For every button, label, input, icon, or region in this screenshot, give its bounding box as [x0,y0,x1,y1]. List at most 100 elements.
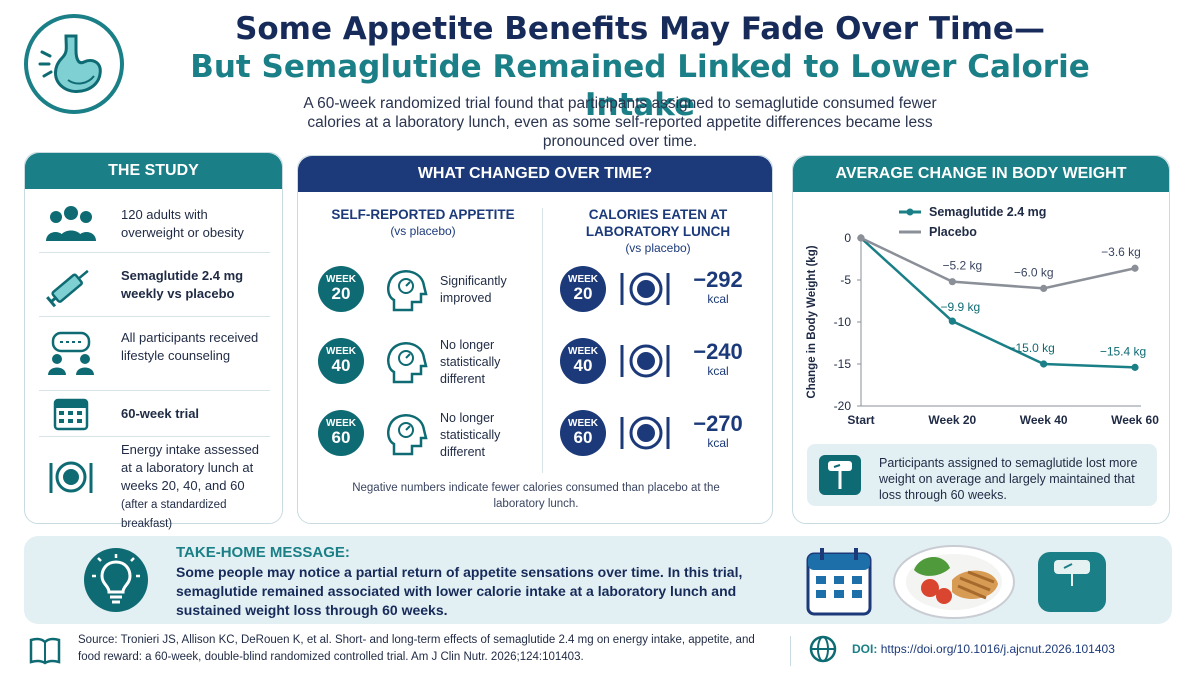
study-item-note: (after a standardized breakfast) [121,499,227,530]
page-title: Some Appetite Benefits May Fade Over Tim… [140,10,1140,124]
doi-link[interactable]: https://doi.org/10.1016/j.ajcnut.2026.10… [880,642,1115,656]
week-number: 40 [573,356,593,375]
column-divider [542,208,543,473]
week-number: 60 [573,428,593,447]
kcal-unit: kcal [707,364,729,378]
x-tick-label: Week 60 [1111,413,1159,427]
data-label: −3.6 kg [1101,245,1141,259]
kcal-value: −240 [693,339,743,364]
takehome-body: Some people may notice a partial return … [176,564,743,618]
syringe-icon [45,261,97,314]
week-label: WEEK [326,274,356,285]
plate-icon [45,459,97,500]
series-line [860,236,1136,290]
calendar-icon [804,546,874,623]
series-line [860,237,1136,369]
weight-callout: Participants assigned to semaglutide los… [807,444,1157,506]
y-tick-label: -15 [834,357,852,371]
study-item-text: Semaglutide 2.4 mg weekly vs placebo [121,268,244,301]
week-number: 40 [331,356,351,375]
takehome-banner: TAKE-HOME MESSAGE: Some people may notic… [24,536,1172,624]
data-label: −5.2 kg [942,259,982,273]
study-item: Energy intake assessed at a laboratory l… [39,437,270,530]
data-point [1040,284,1048,292]
calorie-difference: −270 kcal [682,411,754,451]
study-item: Semaglutide 2.4 mg weekly vs placebo [39,253,270,317]
week-badge: WEEK 20 [318,266,364,312]
counseling-icon [45,331,97,380]
week-badge: WEEK 40 [318,338,364,384]
appetite-column-head: SELF-REPORTED APPETITE (vs placebo) [318,206,528,240]
study-item: 120 adults with overweight or obesity [39,193,270,253]
takehome-title: TAKE-HOME MESSAGE: [176,544,350,561]
week-badge: WEEK 40 [560,338,606,384]
study-item-text: 120 adults with overweight or obesity [121,207,244,240]
y-tick-label: -20 [834,399,852,413]
footnote: Negative numbers indicate fewer calories… [352,482,720,510]
book-icon [28,634,62,671]
week-number: 20 [573,284,593,303]
data-point [948,278,956,286]
kcal-unit: kcal [707,292,729,306]
appetite-result: No longer statistically different [440,411,501,459]
study-item-text: All participants received lifestyle coun… [121,330,259,363]
data-point [857,234,865,242]
week-number: 60 [331,428,351,447]
week-label: WEEK [568,418,598,429]
calories-column-head: CALORIES EATEN AT LABORATORY LUNCH (vs p… [560,206,756,257]
data-point [1131,264,1139,272]
data-label: −15.4 kg [1100,344,1146,358]
title-line-1: Some Appetite Benefits May Fade Over Tim… [235,11,1045,47]
study-item: All participants received lifestyle coun… [39,317,270,391]
changes-panel: WHAT CHANGED OVER TIME? SELF-REPORTED AP… [297,155,773,524]
changes-title: WHAT CHANGED OVER TIME? [298,156,772,192]
head-gauge-icon [384,410,428,461]
callout-text: Participants assigned to semaglutide los… [879,456,1138,502]
scale-icon [1034,546,1110,621]
kcal-value: −292 [693,267,743,292]
week-badge: WEEK 20 [560,266,606,312]
y-tick-label: 0 [844,231,851,245]
plate-icon [614,269,674,314]
data-point [948,317,956,325]
data-label: −15.0 kg [1008,341,1054,355]
study-item-text: Energy intake assessed at a laboratory l… [121,442,260,493]
weight-panel: AVERAGE CHANGE IN BODY WEIGHT 0 -5 -10 -15 -… [792,155,1170,524]
legend-label: Placebo [929,225,977,239]
head-gauge-icon [384,338,428,389]
study-panel: THE STUDY 120 adults with overweight or … [24,152,283,530]
x-tick-label: Start [847,413,874,427]
lightbulb-icon [84,548,148,612]
appetite-result: No longer statistically different [440,338,501,386]
week-label: WEEK [326,418,356,429]
source-citation: Source: Tronieri JS, Allison KC, DeRouen… [78,634,755,663]
head-gauge-icon [384,266,428,317]
meal-plate-icon [890,540,1018,625]
study-item: 60-week trial [39,391,270,437]
plate-icon [614,341,674,386]
study-title: THE STUDY [25,153,282,189]
y-tick-label: -5 [840,273,851,287]
weight-title: AVERAGE CHANGE IN BODY WEIGHT [793,156,1169,192]
data-label: −9.9 kg [940,300,980,314]
legend-marker [906,208,914,216]
kcal-value: −270 [693,411,743,436]
footer-divider [790,636,791,666]
page-subtitle: A 60-week randomized trial found that pa… [303,95,937,150]
kcal-unit: kcal [707,436,729,450]
week-badge: WEEK 60 [560,410,606,456]
week-number: 20 [331,284,351,303]
data-label: −6.0 kg [1014,265,1054,279]
appetite-result: Significantly improved [440,274,507,305]
globe-icon [808,634,838,669]
calories-heading: CALORIES EATEN AT LABORATORY LUNCH [585,207,731,239]
x-tick-label: Week 40 [1020,413,1068,427]
data-point [1040,360,1048,368]
scale-icon [817,453,863,502]
people-icon [45,203,97,248]
appetite-heading: SELF-REPORTED APPETITE [331,207,515,222]
calorie-difference: −240 kcal [682,339,754,379]
doi-label: DOI: [852,642,878,656]
week-label: WEEK [568,274,598,285]
